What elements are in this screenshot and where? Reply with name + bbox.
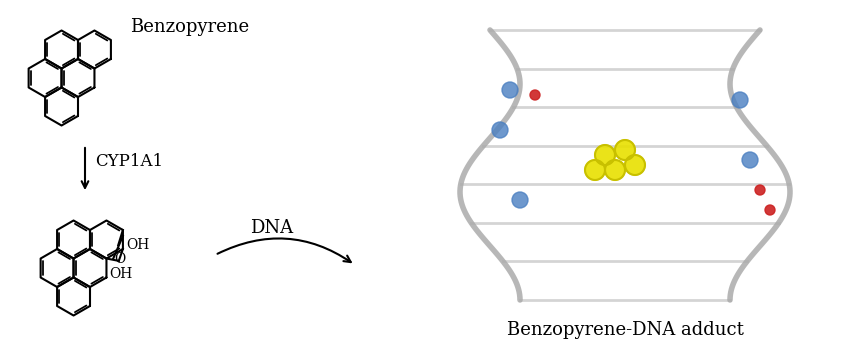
Circle shape [615, 140, 635, 160]
FancyArrowPatch shape [217, 239, 351, 262]
Text: Benzopyrene-DNA adduct: Benzopyrene-DNA adduct [507, 321, 744, 339]
Text: O: O [114, 252, 126, 266]
FancyBboxPatch shape [428, 8, 822, 322]
Circle shape [605, 160, 625, 180]
Circle shape [595, 145, 615, 165]
Circle shape [530, 90, 540, 100]
Circle shape [755, 185, 765, 195]
Circle shape [492, 122, 508, 138]
Circle shape [732, 92, 748, 108]
Text: Benzopyrene: Benzopyrene [130, 18, 250, 36]
Circle shape [512, 192, 528, 208]
Circle shape [585, 160, 605, 180]
Text: OH: OH [126, 238, 149, 252]
Text: CYP1A1: CYP1A1 [95, 153, 164, 170]
Text: OH: OH [110, 267, 133, 280]
Circle shape [625, 155, 645, 175]
Circle shape [742, 152, 758, 168]
Text: DNA: DNA [250, 219, 293, 237]
Circle shape [765, 205, 775, 215]
Circle shape [502, 82, 518, 98]
